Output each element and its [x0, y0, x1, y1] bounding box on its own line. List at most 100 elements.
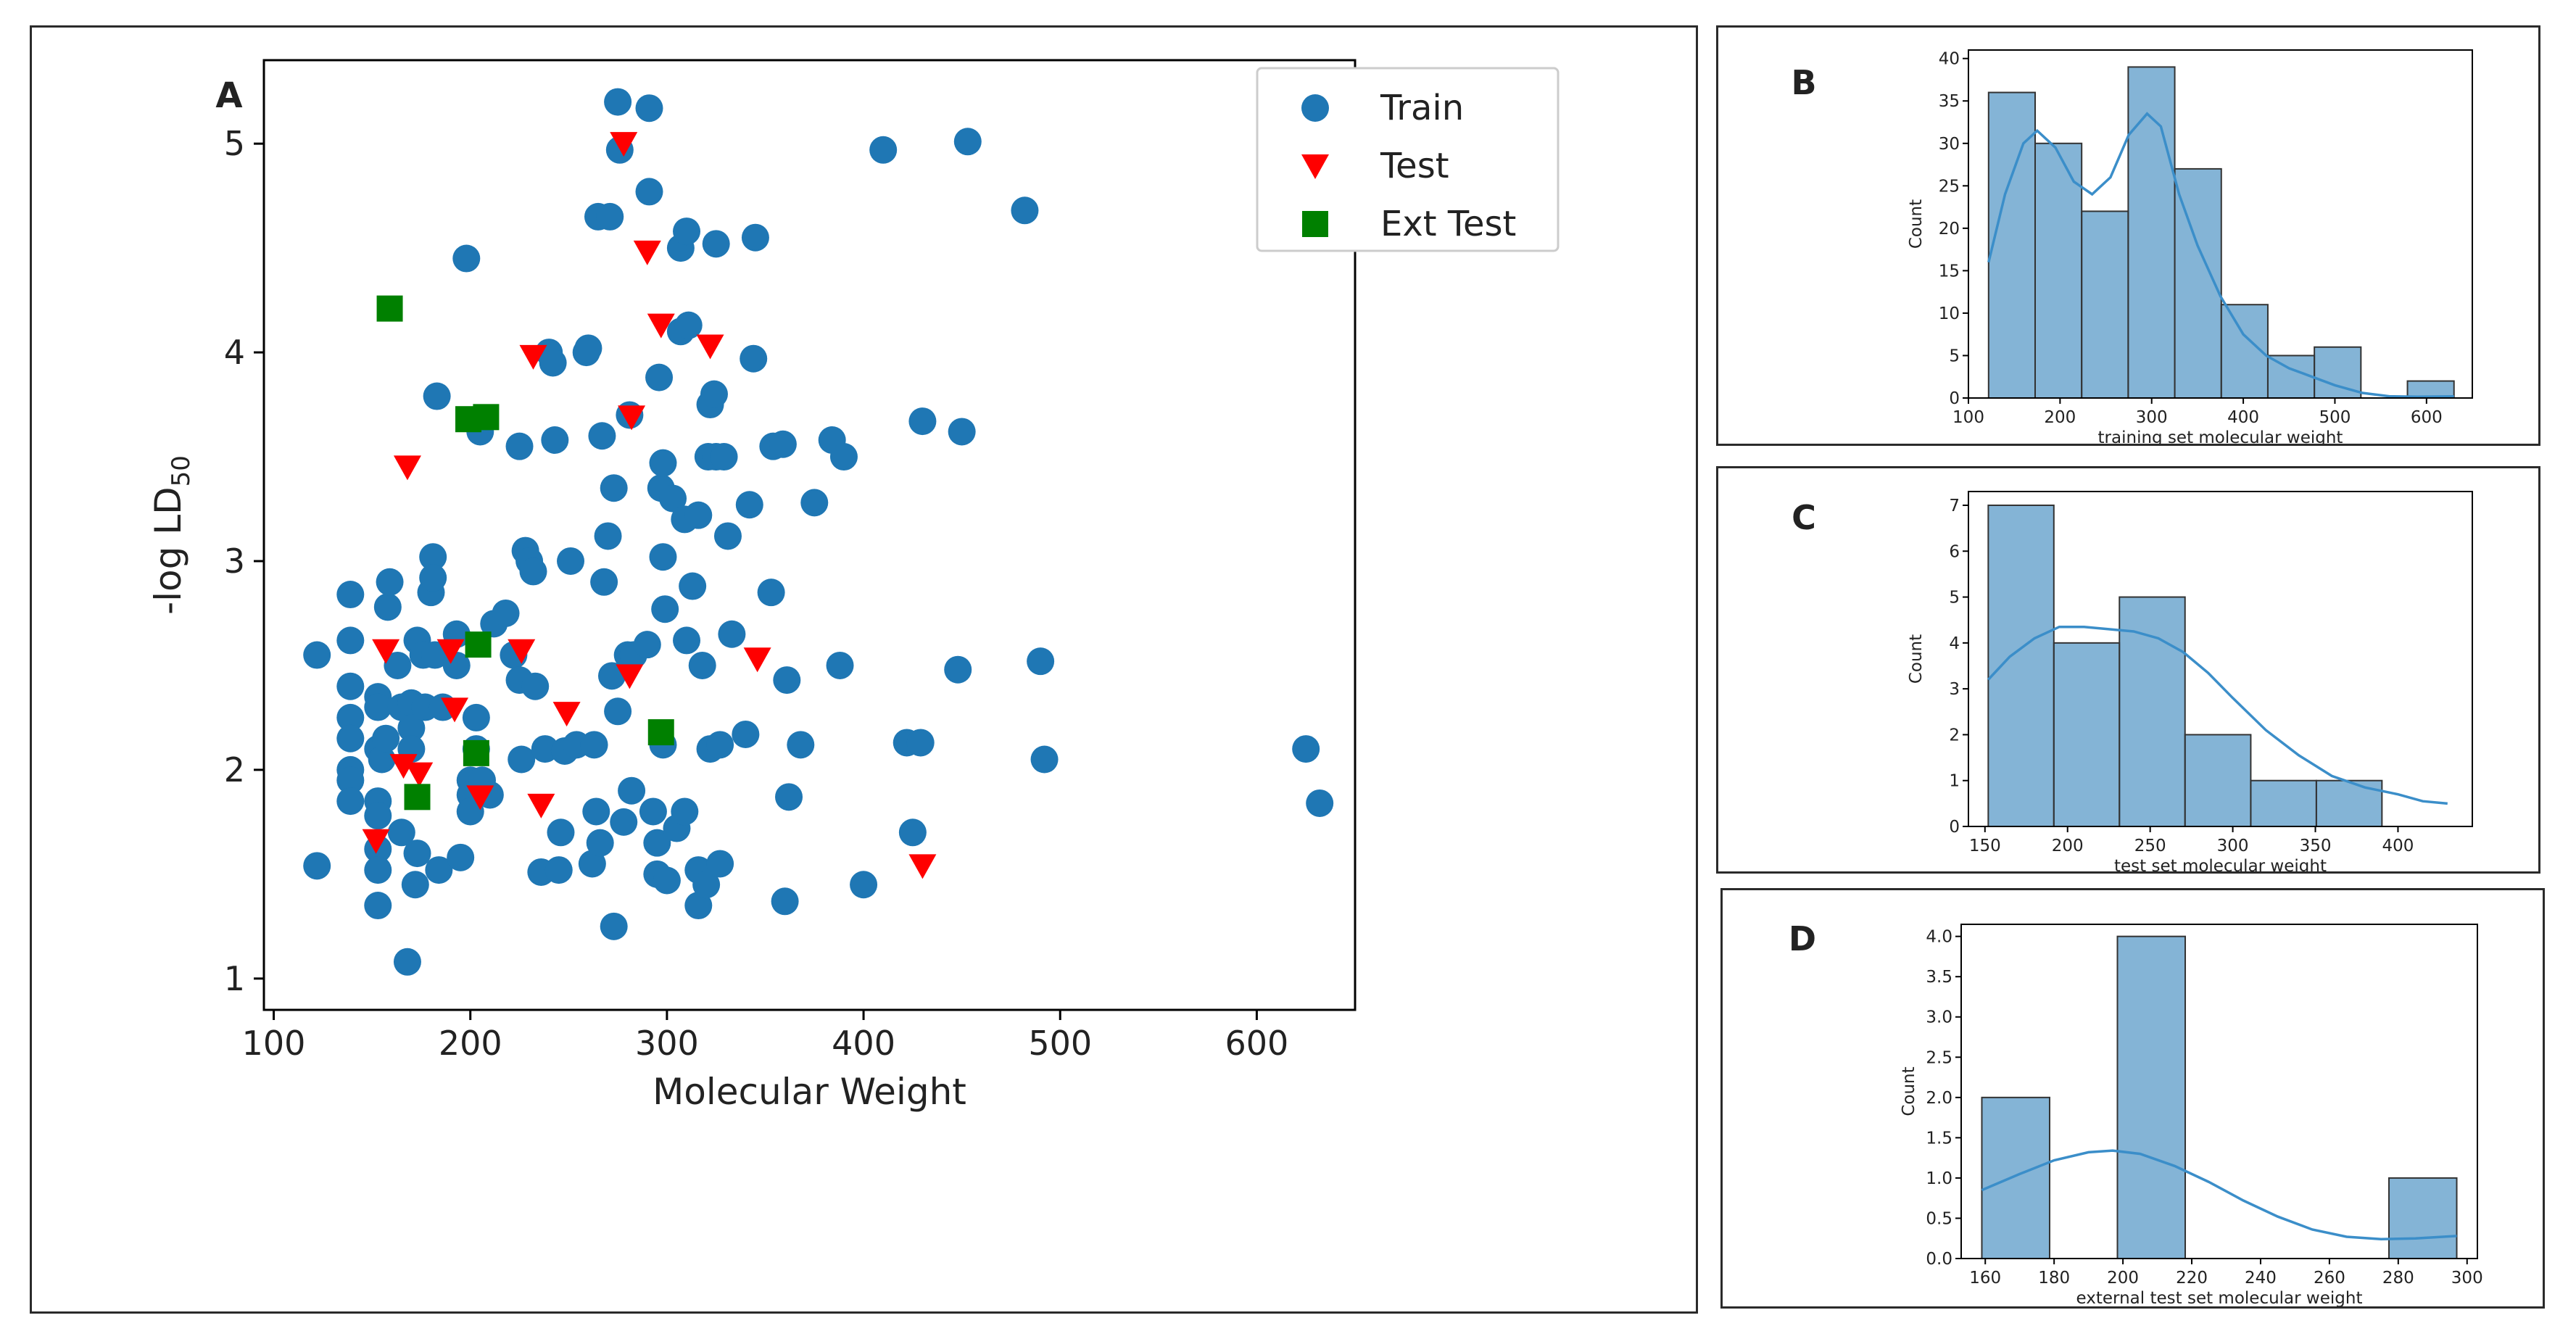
kde-curve [1981, 1149, 2457, 1241]
point-train [618, 776, 646, 805]
point-test [610, 132, 638, 157]
point-ext-test [404, 784, 431, 811]
histogram-bar [2184, 734, 2252, 827]
legend-label: Ext Test [1380, 204, 1516, 244]
point-train [645, 363, 674, 391]
x-tick-label: 400 [2382, 837, 2414, 855]
point-train [580, 731, 608, 759]
y-tick-label: 3.0 [1926, 1008, 1952, 1027]
y-axis-label: Count [1900, 1066, 1918, 1116]
point-train [387, 818, 415, 847]
x-tick-label: 280 [2382, 1269, 2414, 1288]
point-train [639, 797, 667, 826]
x-tick-label: 250 [2134, 837, 2166, 855]
point-train [521, 672, 550, 700]
histogram-bar [2116, 935, 2187, 1259]
legend-label: Test [1380, 146, 1449, 186]
point-test [372, 639, 400, 664]
point-train [336, 581, 365, 609]
point-test [389, 754, 418, 779]
y-tick-label: 20 [1939, 220, 1960, 239]
panel-d: D 160 180 200 220 240 260 280 300 0.0 0.5 1.0 1.5 2.0… [1720, 888, 2545, 1309]
y-tick-label: 2 [224, 750, 245, 789]
point-train [586, 829, 614, 857]
point-train [653, 866, 681, 895]
point-train [447, 843, 475, 871]
point-train [850, 871, 878, 899]
point-train [635, 178, 663, 206]
legend-marker [1301, 94, 1329, 122]
y-tick-label: 2.0 [1926, 1089, 1952, 1108]
y-tick-label: 5 [224, 124, 245, 163]
point-train [425, 856, 453, 884]
point-train [826, 651, 854, 679]
histogram-bar [1987, 91, 2036, 399]
x-tick-label: 200 [2044, 408, 2076, 427]
point-train [384, 651, 412, 679]
panel-a: A 100 200 300 400 500 600 1 2 3 4 5 Molecular Weight… [30, 25, 1698, 1314]
x-tick-label: 500 [1028, 1024, 1092, 1063]
point-train [673, 626, 701, 655]
x-tick-label: 220 [2176, 1269, 2208, 1288]
histogram-bar [2053, 642, 2121, 827]
point-train [336, 672, 365, 700]
point-train [829, 443, 858, 471]
point-ext-test [473, 404, 500, 431]
point-train [771, 887, 799, 916]
point-test [908, 854, 937, 879]
y-axis-label: Count [1907, 199, 1926, 249]
scatter-chart: A 100 200 300 400 500 600 1 2 3 4 5 Molecular Weight… [147, 59, 1560, 1113]
x-tick-label: 600 [2411, 408, 2443, 427]
y-tick-label: 40 [1939, 50, 1960, 69]
kde-curve [1987, 625, 2448, 805]
panel-label: A [215, 75, 242, 116]
point-train [393, 948, 421, 976]
point-train [492, 599, 520, 627]
plot-frame [262, 59, 1357, 1011]
x-tick-label: 260 [2314, 1269, 2345, 1288]
point-train [692, 871, 721, 899]
kde-curve [1987, 112, 2454, 398]
point-train [574, 334, 602, 362]
point-train [649, 449, 677, 477]
point-test [527, 793, 555, 818]
y-tick-label: 3 [1949, 680, 1960, 699]
y-tick-label: 0.5 [1926, 1209, 1952, 1228]
point-train [688, 651, 716, 679]
point-train [713, 522, 742, 550]
legend: Train Test Ext Test [1256, 67, 1560, 252]
point-ext-test [465, 631, 492, 658]
histogram-test: C 150 200 250 300 350 400 0 1 2 3 4 5 6 7 test set mole… [1792, 491, 2473, 871]
point-train [740, 344, 768, 373]
y-tick-label: 0.0 [1926, 1250, 1952, 1269]
point-train [368, 745, 396, 774]
point-train [1027, 647, 1055, 676]
histogram-bars [1987, 66, 2455, 399]
point-test [743, 647, 771, 673]
point-train [649, 543, 677, 571]
x-tick-label: 150 [1969, 837, 2001, 855]
x-tick-label: 240 [2245, 1269, 2277, 1288]
x-tick-label: 400 [832, 1024, 895, 1063]
x-tick-label: 300 [635, 1024, 699, 1063]
point-train [594, 522, 622, 550]
point-test [616, 664, 644, 689]
point-ext-test [376, 295, 403, 322]
point-train [908, 407, 937, 436]
point-train [684, 501, 713, 529]
point-train [702, 230, 730, 258]
point-train [1292, 735, 1320, 763]
panel-label: C [1792, 498, 1816, 537]
point-train [590, 568, 618, 596]
point-train [336, 787, 365, 816]
plot-frame [1960, 924, 2478, 1259]
x-tick-label: 300 [2217, 837, 2249, 855]
point-train [735, 491, 763, 519]
point-train [541, 426, 569, 454]
y-tick-label: 7 [1949, 497, 1960, 515]
y-tick-label: 6 [1949, 542, 1960, 561]
point-train [364, 892, 392, 920]
x-tick-label: 160 [1969, 1269, 2001, 1288]
point-train [673, 217, 701, 246]
x-tick-label: 300 [2451, 1269, 2483, 1288]
